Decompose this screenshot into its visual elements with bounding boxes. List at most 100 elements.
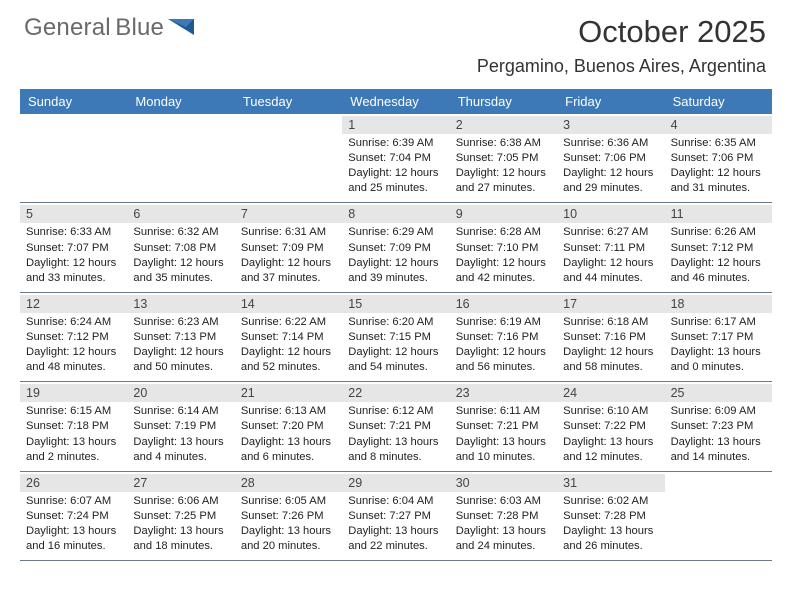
day-info: Sunrise: 6:35 AMSunset: 7:06 PMDaylight:… (671, 136, 766, 196)
day-cell: 14 Sunrise: 6:22 AMSunset: 7:14 PMDayligh… (235, 293, 342, 381)
day-number: 12 (20, 295, 127, 313)
sunset-text: Sunset: 7:16 PM (456, 330, 551, 345)
sunset-text: Sunset: 7:08 PM (133, 241, 228, 256)
sunset-text: Sunset: 7:16 PM (563, 330, 658, 345)
day-number: 21 (235, 384, 342, 402)
day-info: Sunrise: 6:22 AMSunset: 7:14 PMDaylight:… (241, 315, 336, 375)
daylight-line2: and 35 minutes. (133, 271, 228, 286)
daylight-line1: Daylight: 12 hours (348, 166, 443, 181)
day-number: 14 (235, 295, 342, 313)
daylight-line1: Daylight: 13 hours (456, 524, 551, 539)
day-cell: 4Sunrise: 6:35 AMSunset: 7:06 PMDaylight… (665, 114, 772, 202)
sunrise-text: Sunrise: 6:03 AM (456, 494, 551, 509)
day-cell: 8Sunrise: 6:29 AMSunset: 7:09 PMDaylight… (342, 203, 449, 291)
sunset-text: Sunset: 7:27 PM (348, 509, 443, 524)
sunrise-text: Sunrise: 6:26 AM (671, 225, 766, 240)
sunset-text: Sunset: 7:28 PM (563, 509, 658, 524)
daylight-line1: Daylight: 13 hours (241, 435, 336, 450)
sunrise-text: Sunrise: 6:28 AM (456, 225, 551, 240)
daylight-line1: Daylight: 13 hours (671, 345, 766, 360)
daylight-line2: and 25 minutes. (348, 181, 443, 196)
sunset-text: Sunset: 7:10 PM (456, 241, 551, 256)
day-info: Sunrise: 6:24 AMSunset: 7:12 PMDaylight:… (26, 315, 121, 375)
sunset-text: Sunset: 7:19 PM (133, 419, 228, 434)
sunset-text: Sunset: 7:06 PM (671, 151, 766, 166)
daylight-line1: Daylight: 12 hours (133, 256, 228, 271)
sunset-text: Sunset: 7:09 PM (348, 241, 443, 256)
title-block: October 2025 Pergamino, Buenos Aires, Ar… (477, 14, 766, 77)
daylight-line2: and 14 minutes. (671, 450, 766, 465)
daylight-line2: and 44 minutes. (563, 271, 658, 286)
day-info: Sunrise: 6:39 AMSunset: 7:04 PMDaylight:… (348, 136, 443, 196)
day-info: Sunrise: 6:20 AMSunset: 7:15 PMDaylight:… (348, 315, 443, 375)
daylight-line1: Daylight: 12 hours (26, 345, 121, 360)
daylight-line2: and 42 minutes. (456, 271, 551, 286)
day-number: 13 (127, 295, 234, 313)
day-cell: 7Sunrise: 6:31 AMSunset: 7:09 PMDaylight… (235, 203, 342, 291)
daylight-line1: Daylight: 13 hours (26, 524, 121, 539)
day-info: Sunrise: 6:26 AMSunset: 7:12 PMDaylight:… (671, 225, 766, 285)
daylight-line2: and 12 minutes. (563, 450, 658, 465)
day-cell: 13 Sunrise: 6:23 AMSunset: 7:13 PMDayligh… (127, 293, 234, 381)
day-cell: 9Sunrise: 6:28 AMSunset: 7:10 PMDaylight… (450, 203, 557, 291)
day-info: Sunrise: 6:23 AMSunset: 7:13 PMDaylight:… (133, 315, 228, 375)
day-info: Sunrise: 6:36 AMSunset: 7:06 PMDaylight:… (563, 136, 658, 196)
sunrise-text: Sunrise: 6:17 AM (671, 315, 766, 330)
day-cell: 2Sunrise: 6:38 AMSunset: 7:05 PMDaylight… (450, 114, 557, 202)
day-number: 5 (20, 205, 127, 223)
daylight-line2: and 46 minutes. (671, 271, 766, 286)
daylight-line2: and 48 minutes. (26, 360, 121, 375)
sunrise-text: Sunrise: 6:31 AM (241, 225, 336, 240)
sunset-text: Sunset: 7:24 PM (26, 509, 121, 524)
daylight-line1: Daylight: 13 hours (348, 524, 443, 539)
sunrise-text: Sunrise: 6:10 AM (563, 404, 658, 419)
daylight-line1: Daylight: 13 hours (563, 435, 658, 450)
day-number: 28 (235, 474, 342, 492)
week-row: 5Sunrise: 6:33 AMSunset: 7:07 PMDaylight… (20, 203, 772, 292)
daylight-line2: and 4 minutes. (133, 450, 228, 465)
day-number: 3 (557, 116, 664, 134)
day-cell: 11Sunrise: 6:26 AMSunset: 7:12 PMDayligh… (665, 203, 772, 291)
day-cell: 24Sunrise: 6:10 AMSunset: 7:22 PMDayligh… (557, 382, 664, 470)
daylight-line1: Daylight: 13 hours (26, 435, 121, 450)
header: General Blue October 2025 Pergamino, Bue… (0, 0, 792, 83)
daylight-line1: Daylight: 12 hours (671, 256, 766, 271)
day-cell: 27 Sunrise: 6:06 AMSunset: 7:25 PMDayligh… (127, 472, 234, 560)
sunset-text: Sunset: 7:15 PM (348, 330, 443, 345)
sunrise-text: Sunrise: 6:02 AM (563, 494, 658, 509)
daylight-line2: and 33 minutes. (26, 271, 121, 286)
day-number: 16 (450, 295, 557, 313)
day-number: 27 (127, 474, 234, 492)
day-number: 19 (20, 384, 127, 402)
daylight-line1: Daylight: 13 hours (563, 524, 658, 539)
daylight-line1: Daylight: 12 hours (241, 345, 336, 360)
sunrise-text: Sunrise: 6:13 AM (241, 404, 336, 419)
day-cell: 17Sunrise: 6:18 AMSunset: 7:16 PMDayligh… (557, 293, 664, 381)
sunset-text: Sunset: 7:12 PM (671, 241, 766, 256)
week-row: 19Sunrise: 6:15 AMSunset: 7:18 PMDayligh… (20, 382, 772, 471)
day-info: Sunrise: 6:06 AMSunset: 7:25 PMDaylight:… (133, 494, 228, 554)
day-cell: 21Sunrise: 6:13 AMSunset: 7:20 PMDayligh… (235, 382, 342, 470)
weekday-monday: Monday (127, 89, 234, 114)
day-number: 10 (557, 205, 664, 223)
day-info: Sunrise: 6:14 AMSunset: 7:19 PMDaylight:… (133, 404, 228, 464)
day-number: 17 (557, 295, 664, 313)
day-cell (20, 114, 127, 202)
daylight-line1: Daylight: 12 hours (348, 256, 443, 271)
daylight-line2: and 52 minutes. (241, 360, 336, 375)
day-info: Sunrise: 6:09 AMSunset: 7:23 PMDaylight:… (671, 404, 766, 464)
daylight-line2: and 0 minutes. (671, 360, 766, 375)
day-info: Sunrise: 6:03 AMSunset: 7:28 PMDaylight:… (456, 494, 551, 554)
day-number: 22 (342, 384, 449, 402)
sunrise-text: Sunrise: 6:04 AM (348, 494, 443, 509)
daylight-line1: Daylight: 12 hours (563, 256, 658, 271)
sunset-text: Sunset: 7:17 PM (671, 330, 766, 345)
day-cell: 30Sunrise: 6:03 AMSunset: 7:28 PMDayligh… (450, 472, 557, 560)
day-info: Sunrise: 6:27 AMSunset: 7:11 PMDaylight:… (563, 225, 658, 285)
daylight-line2: and 20 minutes. (241, 539, 336, 554)
weekday-saturday: Saturday (665, 89, 772, 114)
daylight-line2: and 37 minutes. (241, 271, 336, 286)
sunrise-text: Sunrise: 6:22 AM (241, 315, 336, 330)
day-info: Sunrise: 6:11 AMSunset: 7:21 PMDaylight:… (456, 404, 551, 464)
day-number: 2 (450, 116, 557, 134)
